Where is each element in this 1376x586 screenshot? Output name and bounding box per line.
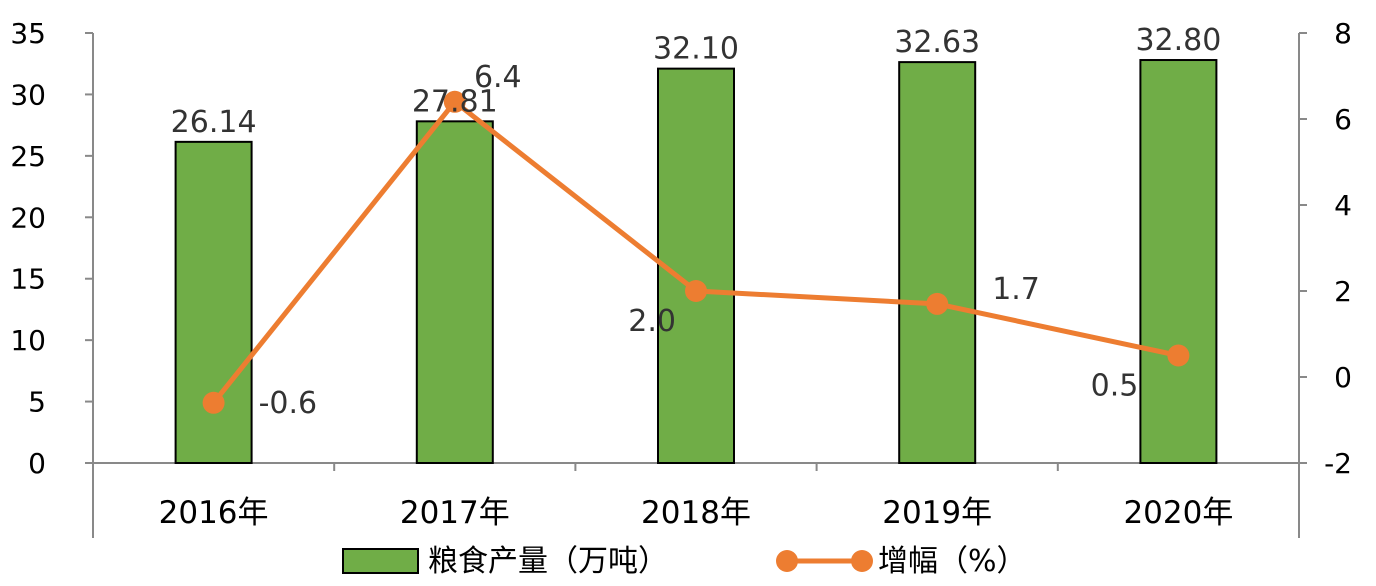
- axes: 0 5 10 15 20 25 30 35 -2 0 2 4 6 8 2016年 2017年 2018年 2019…: [10, 17, 1352, 538]
- left-tick-label: 35: [10, 17, 46, 50]
- right-tick-label: 6: [1334, 103, 1352, 136]
- bar: [898, 61, 977, 464]
- line-value-label: 6.4: [474, 60, 522, 95]
- growth-marker: [1167, 344, 1190, 367]
- right-tick-label: 8: [1334, 17, 1352, 50]
- legend-label-bar: 粮食产量（万吨）: [428, 544, 668, 579]
- right-tick-label: 0: [1334, 361, 1352, 394]
- left-tick-label: 0: [28, 447, 46, 480]
- line-series: [202, 90, 1190, 414]
- bar: [1139, 59, 1218, 465]
- left-tick-label: 25: [10, 140, 46, 173]
- line-value-label: 1.7: [992, 272, 1040, 307]
- bar-value-label: 27.81: [412, 84, 498, 119]
- bar: [657, 67, 735, 464]
- left-tick-label: 5: [28, 386, 46, 419]
- line-value-label: 2.0: [628, 304, 676, 339]
- bar-value-label: 32.80: [1135, 23, 1221, 58]
- category-label: 2018年: [641, 495, 751, 531]
- left-tick-label: 10: [10, 324, 46, 357]
- growth-marker: [443, 90, 466, 113]
- growth-marker: [685, 280, 707, 302]
- bar-value-label: 32.10: [653, 32, 739, 67]
- legend: 粮食产量（万吨） 增幅（%）: [342, 544, 1027, 579]
- line-value-label: -0.6: [259, 386, 318, 421]
- right-tick-label: 4: [1334, 189, 1352, 222]
- bar-value-label: 32.63: [894, 25, 980, 60]
- bar: [174, 140, 253, 464]
- line-value-label: 0.5: [1091, 369, 1139, 404]
- legend-marker: [851, 550, 873, 572]
- category-label: 2019年: [882, 495, 992, 531]
- category-label: 2017年: [400, 495, 510, 531]
- growth-marker: [202, 391, 225, 414]
- category-label: 2016年: [159, 495, 269, 531]
- bar-series: [174, 59, 1218, 465]
- left-tick-label: 20: [10, 201, 46, 234]
- growth-marker: [926, 292, 949, 315]
- legend-label-line: 增幅（%）: [878, 544, 1027, 579]
- data-labels: 26.14 27.81 32.10 32.63 32.80 -0.6 6.4 2.0 1.7 0.…: [171, 23, 1222, 421]
- right-tick-label: 2: [1334, 275, 1352, 308]
- left-tick-label: 30: [10, 78, 46, 111]
- bar: [415, 120, 494, 464]
- left-tick-label: 15: [10, 263, 46, 296]
- legend-marker: [776, 550, 798, 572]
- right-tick-label: -2: [1324, 447, 1352, 480]
- bar-value-label: 26.14: [171, 105, 257, 140]
- category-label: 2020年: [1123, 495, 1233, 531]
- legend-swatch-bar: [342, 548, 419, 574]
